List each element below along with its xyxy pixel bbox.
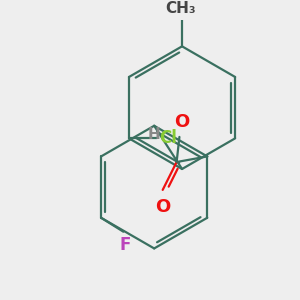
Text: Cl: Cl	[160, 129, 178, 147]
Text: O: O	[175, 113, 190, 131]
Text: CH₃: CH₃	[165, 1, 196, 16]
Text: H: H	[148, 127, 161, 142]
Text: O: O	[155, 198, 170, 216]
Text: F: F	[119, 236, 130, 254]
